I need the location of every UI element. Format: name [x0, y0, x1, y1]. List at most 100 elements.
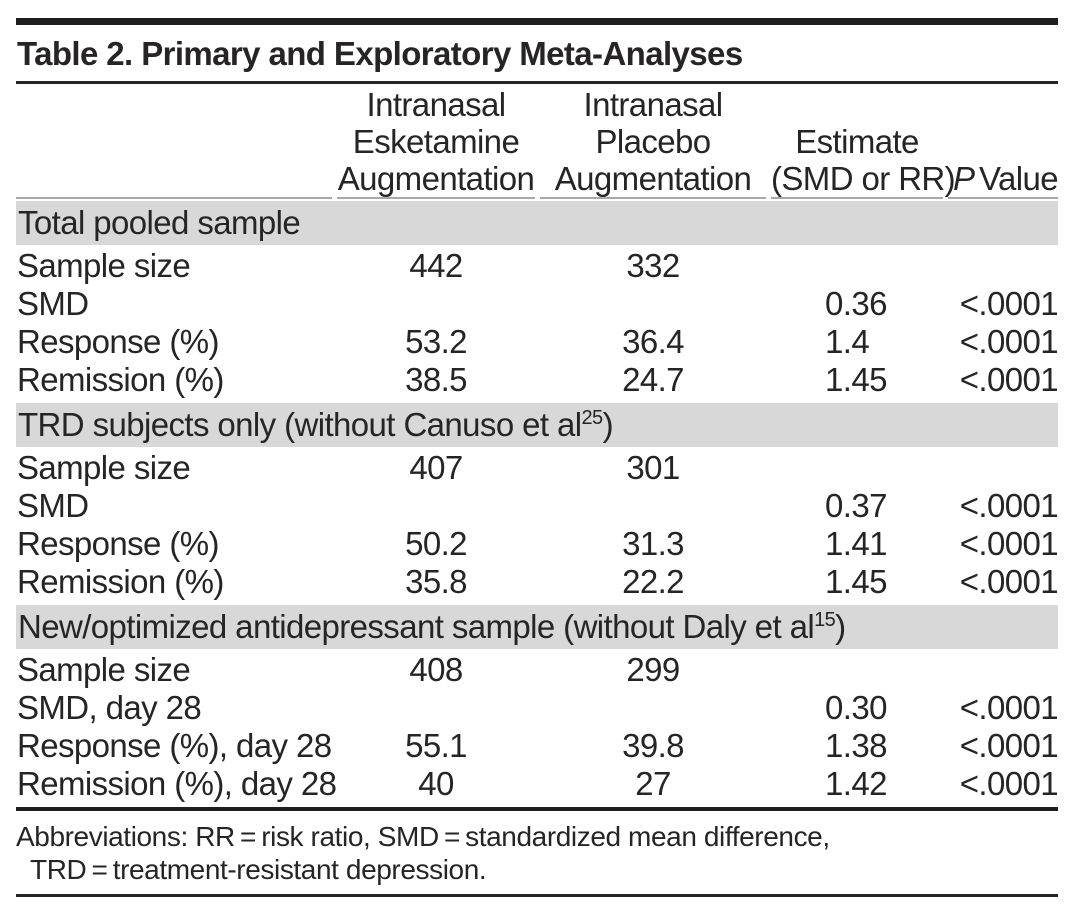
estimate-value-cell: 0.36 [771, 285, 943, 323]
row-label-cell: Remission (%) [17, 563, 224, 600]
esketamine-header-line2: Esketamine [352, 123, 520, 160]
placebo-value-cell: 22.2 [622, 563, 684, 600]
placebo-value-cell [540, 487, 766, 525]
table-bottom-heavy-rule [16, 807, 1058, 811]
estimate-value: 1.42 [825, 765, 887, 802]
section-header-text: TRD subjects only (without Canuso et al2… [18, 406, 614, 444]
placebo-column-header: Intranasal Placebo Augmentation [540, 86, 766, 199]
section-header-post: ) [602, 406, 614, 443]
table-row: Sample size 442 332 [16, 247, 1058, 285]
esketamine-value-cell: 442 [409, 247, 463, 284]
placebo-value-cell [540, 689, 766, 727]
top-heavy-rule [16, 18, 1058, 25]
estimate-value-cell: 1.4 [771, 323, 943, 361]
table-row: SMD 0.37 <.0001 [16, 487, 1059, 525]
placebo-value-cell: 24.7 [622, 361, 684, 398]
section-header-pre: New/optimized antidepressant sample (wit… [18, 608, 815, 645]
p-value-cell: <.0001 [959, 323, 1059, 360]
section-header-text: New/optimized antidepressant sample (wit… [18, 608, 846, 646]
p-value-cell [948, 449, 1058, 487]
estimate-column-header: Estimate (SMD or RR) [771, 86, 956, 199]
row-label-cell: Response (%) [17, 525, 219, 562]
placebo-value-cell: 36.4 [622, 323, 684, 360]
estimate-header-line1: Estimate [795, 123, 919, 160]
placebo-header-line1: Intranasal [583, 86, 724, 123]
table-row: Remission (%) 35.8 22.2 1.45 <.0001 [16, 563, 1059, 601]
section-rows-new-optimized: Sample size 408 299 SMD, day 28 0.30 <.0… [0, 649, 1076, 805]
table-row: Response (%), day 28 55.1 39.8 1.38 <.00… [16, 727, 1059, 765]
placebo-header-line3: Augmentation [554, 160, 752, 197]
table-row: Remission (%), day 28 40 27 1.42 <.0001 [16, 765, 1059, 803]
row-label-cell: SMD [17, 487, 89, 524]
p-value-cell: <.0001 [959, 689, 1059, 726]
table-row: SMD, day 28 0.30 <.0001 [16, 689, 1059, 727]
row-label-cell: Sample size [17, 247, 191, 284]
placebo-header-line2: Placebo [595, 123, 711, 160]
section-header-new-optimized-antidepressant: New/optimized antidepressant sample (wit… [16, 605, 1058, 649]
estimate-value-cell [771, 449, 943, 487]
p-value-cell: <.0001 [959, 487, 1059, 524]
estimate-value-cell: 1.41 [771, 525, 943, 563]
row-label-cell: Sample size [17, 651, 191, 688]
table-title: Table 2. Primary and Exploratory Meta-An… [16, 25, 1058, 84]
estimate-value: 0.37 [825, 487, 887, 524]
estimate-value: 1.4 [825, 323, 870, 360]
esketamine-column-header: Intranasal Esketamine Augmentation [337, 86, 535, 199]
estimate-value-cell: 0.30 [771, 689, 943, 727]
esketamine-value-cell: 50.2 [405, 525, 467, 562]
row-label-header-cell [16, 86, 332, 199]
estimate-value-cell [771, 247, 943, 285]
row-label-cell: Remission (%), day 28 [17, 765, 337, 802]
esketamine-value-cell: 53.2 [405, 323, 467, 360]
placebo-value-cell [540, 285, 766, 323]
estimate-value: 1.41 [825, 525, 887, 562]
table-row: Sample size 408 299 [16, 651, 1058, 689]
estimate-value-cell [771, 651, 943, 689]
row-label-cell: Sample size [17, 449, 191, 486]
esketamine-value-cell: 407 [409, 449, 463, 486]
esketamine-value-cell: 55.1 [405, 727, 467, 764]
section-header-pre: Total pooled sample [18, 204, 301, 241]
p-value-cell: <.0001 [959, 361, 1059, 398]
p-value-header-label: P Value [948, 160, 1059, 197]
section-header-superscript: 15 [814, 609, 836, 631]
esketamine-value-cell: 40 [418, 765, 454, 802]
estimate-value: 0.30 [825, 689, 887, 726]
estimate-value: 1.38 [825, 727, 887, 764]
section-header-total-pooled-sample: Total pooled sample [16, 201, 1058, 245]
row-label-cell: Remission (%) [17, 361, 224, 398]
esketamine-value-cell [337, 689, 535, 727]
p-value-cell: <.0001 [959, 525, 1059, 562]
estimate-value: 0.36 [825, 285, 887, 322]
footnote-line2: TRD = treatment-resistant depression. [30, 854, 487, 885]
esketamine-value-cell: 35.8 [405, 563, 467, 600]
placebo-value-cell: 332 [626, 247, 680, 284]
placebo-value-cell: 31.3 [622, 525, 684, 562]
estimate-value: 1.45 [825, 563, 887, 600]
esketamine-header-line1: Intranasal [366, 86, 507, 123]
row-label-cell: SMD [17, 285, 89, 322]
table-row: SMD 0.36 <.0001 [16, 285, 1059, 323]
placebo-value-cell: 301 [626, 449, 680, 486]
column-header-row: Intranasal Esketamine Augmentation Intra… [16, 86, 1059, 199]
estimate-value-cell: 1.38 [771, 727, 943, 765]
row-label-cell: Response (%) [17, 323, 219, 360]
section-header-superscript: 25 [581, 407, 604, 429]
p-value-cell: <.0001 [959, 285, 1059, 322]
row-label-cell: Response (%), day 28 [17, 727, 332, 764]
p-value-cell [948, 651, 1058, 689]
esketamine-header-line3: Augmentation [337, 160, 535, 197]
placebo-value-cell: 27 [635, 765, 671, 802]
section-rows-trd-subjects: Sample size 407 301 SMD 0.37 <.0001 Resp… [0, 447, 1076, 603]
table-row: Response (%) 50.2 31.3 1.41 <.0001 [16, 525, 1059, 563]
section-header-pre: TRD subjects only (without Canuso et al [18, 406, 582, 443]
p-value-cell: <.0001 [959, 765, 1059, 802]
esketamine-value-cell [337, 487, 535, 525]
p-value-cell: <.0001 [959, 563, 1059, 600]
p-italic: P [953, 160, 975, 197]
esketamine-value-cell: 38.5 [405, 361, 467, 398]
table-row: Response (%) 53.2 36.4 1.4 <.0001 [16, 323, 1059, 361]
section-header-text: Total pooled sample [18, 204, 301, 242]
abbreviations-footnote: Abbreviations: RR = risk ratio, SMD = st… [16, 820, 1058, 886]
